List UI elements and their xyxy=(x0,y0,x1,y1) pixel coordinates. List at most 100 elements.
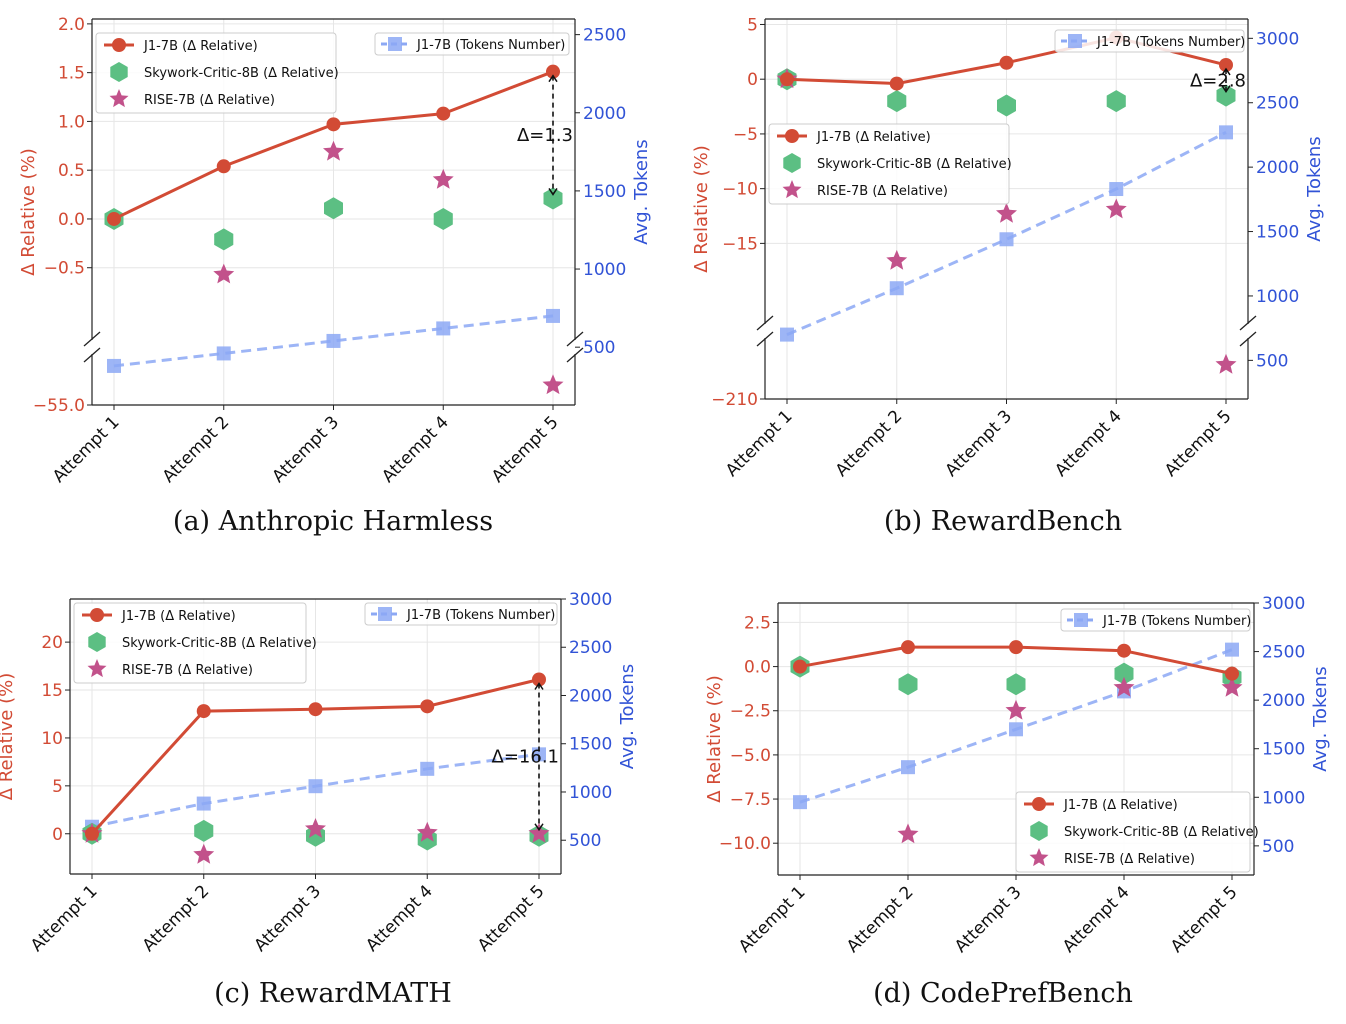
y-tick-label: 2.0 xyxy=(58,15,85,35)
skywork-point xyxy=(324,197,343,220)
legend-j1-label: J1-7B (Δ Relative) xyxy=(121,609,236,624)
tokens-point xyxy=(326,333,341,348)
y-tick-label: 5 xyxy=(52,777,63,797)
legend-skywork-label: Skywork-Critic-8B (Δ Relative) xyxy=(122,636,317,651)
skywork-point xyxy=(1216,84,1236,107)
y-tick-label: 15 xyxy=(41,681,63,701)
rise-point xyxy=(1113,676,1135,697)
x-tick-label: Attempt 3 xyxy=(269,412,344,487)
legend-tokens-label: J1-7B (Tokens Number) xyxy=(416,38,565,53)
legend-tokens-label: J1-7B (Tokens Number) xyxy=(406,608,555,623)
y-tick-label: −15 xyxy=(722,234,758,254)
x-tick-label: Attempt 2 xyxy=(832,406,907,481)
j1-point xyxy=(216,159,231,174)
y-tick-label: 10 xyxy=(41,729,63,749)
axis-break-gap xyxy=(755,324,767,338)
rise-point xyxy=(193,843,215,864)
legend-box xyxy=(95,32,337,114)
rise-point xyxy=(1005,699,1027,720)
j1-point xyxy=(420,699,435,714)
y2-axis-label: Avg. Tokens xyxy=(1304,136,1325,241)
y-axis-label: Δ Relative (%) xyxy=(0,673,17,801)
y-tick-label: 2.5 xyxy=(744,613,771,633)
y-tick-label: 0 xyxy=(747,70,758,90)
legend-skywork-swatch xyxy=(783,153,801,173)
delta-arrow-head xyxy=(1221,85,1231,93)
y2-tick-label: 1000 xyxy=(583,260,626,280)
chart-2-group: 20 15 10 5 0 3000 2500 2000 1500 1000 500 Attempt 1… xyxy=(0,590,638,956)
legend-rise-label: RISE-7B (Δ Relative) xyxy=(144,93,275,108)
delta-annotation-label: Δ=2.8 xyxy=(1190,70,1246,91)
y2-tick-label: 500 xyxy=(583,338,615,358)
axis-break-mark xyxy=(566,331,584,347)
tokens-point xyxy=(1009,722,1023,737)
x-tick-label: Attempt 2 xyxy=(843,882,918,957)
y2-axis-label: Avg. Tokens xyxy=(1310,666,1331,771)
legend-tokens-swatch xyxy=(388,37,402,51)
x-tick-label: Attempt 5 xyxy=(488,412,563,487)
delta-annotation-label: Δ=16.1 xyxy=(492,747,559,768)
skywork-point xyxy=(997,94,1016,117)
j1-point xyxy=(326,117,341,132)
y-tick-label: 1.0 xyxy=(58,112,85,132)
x-tick-label: Attempt 3 xyxy=(942,406,1017,481)
legend-box xyxy=(73,602,307,684)
axis-break-mark xyxy=(1239,315,1257,331)
y-tick-label: 0 xyxy=(52,825,63,845)
caption-a: (a) Anthropic Harmless xyxy=(172,506,494,537)
y2-tick-label: 1000 xyxy=(1262,788,1305,808)
rise-point xyxy=(542,374,564,395)
x-tick-label: Attempt 4 xyxy=(1051,406,1126,481)
y-tick-label: −5.0 xyxy=(730,746,771,766)
legend-j1-swatch xyxy=(1032,797,1046,811)
rise-point xyxy=(1221,676,1243,697)
x-tick-label: Attempt 4 xyxy=(362,881,437,956)
tokens-point xyxy=(436,321,451,336)
y-tick-label: 0.0 xyxy=(58,210,85,230)
y2-tick-label: 2500 xyxy=(569,638,612,658)
j1-point xyxy=(196,704,211,719)
axis-break-gap xyxy=(1246,324,1258,338)
y2-tick-label: 500 xyxy=(1256,351,1288,371)
rise-point xyxy=(305,818,326,838)
j1-point xyxy=(546,64,560,79)
rise-point xyxy=(897,823,919,844)
x-tick-label: Attempt 2 xyxy=(159,412,234,487)
x-tick-label: Attempt 1 xyxy=(49,412,124,487)
legend-j1-label: J1-7B (Δ Relative) xyxy=(816,130,931,145)
x-tick-label: Attempt 3 xyxy=(951,882,1026,957)
legend-j1-swatch xyxy=(112,38,126,52)
tokens-point xyxy=(780,327,794,342)
tokens-point xyxy=(793,795,807,810)
legend-rise-swatch xyxy=(782,180,802,199)
chart-a-svg: 2.0 1.5 1.0 0.5 0.0 −0.5 −55.0 2500 2000 1500 1000… xyxy=(18,15,652,487)
legend-box xyxy=(374,32,570,56)
legend-box xyxy=(1015,791,1251,873)
y2-tick-label: 2000 xyxy=(1256,158,1299,178)
y2-tick-label: 2500 xyxy=(1262,643,1305,663)
rise-point xyxy=(213,263,235,284)
y-tick-label: −55.0 xyxy=(33,396,85,416)
chart-d-svg: 2.5 0.0 −2.5 −5.0 −7.5 −10.0 3000 2500 2000 1500 1… xyxy=(704,594,1331,957)
tokens-point xyxy=(196,796,211,811)
legend-tokens-swatch xyxy=(1068,34,1082,48)
axis-break-mark xyxy=(83,347,101,363)
y2-tick-label: 2000 xyxy=(1262,691,1305,711)
caption-d: (d) CodePrefBench xyxy=(873,978,1133,1009)
legend-j1-swatch xyxy=(785,129,799,143)
chart-panel-anthropic-harmless: 2.0 1.5 1.0 0.5 0.0 −0.5 −55.0 2500 2000 1500 1000… xyxy=(0,0,673,560)
legend-j1-swatch xyxy=(90,608,104,622)
axis-break-gap xyxy=(82,340,94,354)
y-tick-label: −5 xyxy=(733,125,758,145)
tokens-point xyxy=(420,761,435,776)
delta-arrow-head xyxy=(534,823,544,832)
series-tokens-line xyxy=(786,131,1227,336)
rise-point xyxy=(996,202,1017,223)
legend-rise-label: RISE-7B (Δ Relative) xyxy=(122,663,253,678)
tokens-point xyxy=(1225,642,1239,657)
axis-break-mark xyxy=(1239,331,1257,347)
legend-box xyxy=(1054,29,1245,53)
y-axis-label: Δ Relative (%) xyxy=(18,148,39,276)
axis-break-mark xyxy=(83,331,101,347)
axis-break-mark xyxy=(756,315,774,331)
